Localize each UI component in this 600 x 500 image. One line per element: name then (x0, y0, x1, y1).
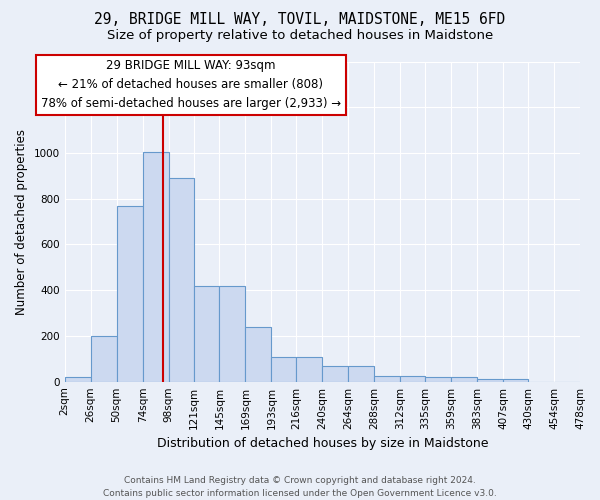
Bar (271, 356, 296, 382)
Text: Size of property relative to detached houses in Maidstone: Size of property relative to detached ho… (107, 29, 493, 42)
Bar (425, 377, 451, 382)
Bar (143, 152, 169, 382)
Bar (245, 327, 271, 382)
Bar (477, 380, 503, 382)
Bar (169, 178, 193, 382)
Bar (65, 377, 91, 382)
Bar (374, 376, 400, 382)
X-axis label: Distribution of detached houses by size in Maidstone: Distribution of detached houses by size … (157, 437, 488, 450)
Text: 29, BRIDGE MILL WAY, TOVIL, MAIDSTONE, ME15 6FD: 29, BRIDGE MILL WAY, TOVIL, MAIDSTONE, M… (94, 12, 506, 28)
Bar (220, 286, 245, 382)
Text: 29 BRIDGE MILL WAY: 93sqm
← 21% of detached houses are smaller (808)
78% of semi: 29 BRIDGE MILL WAY: 93sqm ← 21% of detac… (41, 60, 341, 110)
Bar (116, 206, 143, 382)
Bar (349, 366, 374, 382)
Y-axis label: Number of detached properties: Number of detached properties (15, 128, 28, 314)
Bar (400, 376, 425, 382)
Bar (322, 366, 349, 382)
Bar (451, 377, 477, 382)
Bar (193, 286, 220, 382)
Bar (296, 356, 322, 382)
Bar (503, 380, 528, 382)
Text: Contains HM Land Registry data © Crown copyright and database right 2024.
Contai: Contains HM Land Registry data © Crown c… (103, 476, 497, 498)
Bar (91, 336, 116, 382)
